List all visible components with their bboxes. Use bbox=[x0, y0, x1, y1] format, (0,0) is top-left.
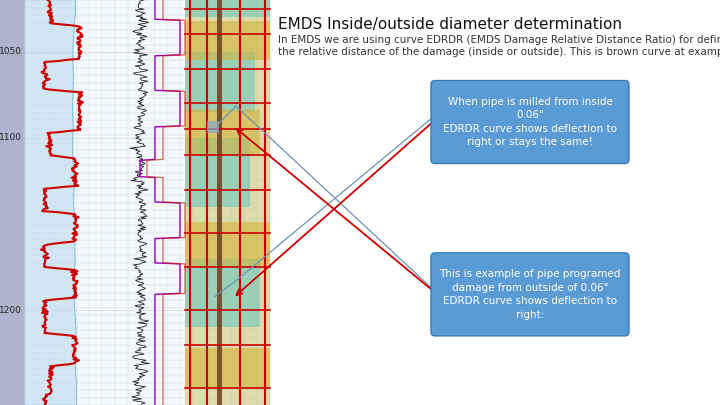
Bar bbox=[185, 348, 270, 388]
Text: When pipe is milled from inside
0.06"
EDRDR curve shows deflection to
right or s: When pipe is milled from inside 0.06" ED… bbox=[443, 97, 617, 147]
Bar bbox=[185, 138, 250, 207]
Bar bbox=[185, 222, 270, 267]
Bar bbox=[0, 0, 25, 405]
FancyBboxPatch shape bbox=[431, 253, 629, 336]
Bar bbox=[185, 0, 270, 17]
Bar bbox=[185, 0, 270, 405]
Text: In EMDS we are using curve EDRDR (EMDS Damage Relative Distance Ratio) for defin: In EMDS we are using curve EDRDR (EMDS D… bbox=[278, 35, 720, 45]
Bar bbox=[185, 52, 255, 112]
FancyBboxPatch shape bbox=[431, 81, 629, 164]
Bar bbox=[185, 258, 260, 328]
Text: EMDS Inside/outside diameter determination: EMDS Inside/outside diameter determinati… bbox=[278, 17, 622, 32]
Bar bbox=[185, 109, 260, 155]
Bar bbox=[25, 0, 270, 405]
Bar bbox=[217, 0, 222, 405]
Bar bbox=[207, 121, 219, 133]
Text: 1100: 1100 bbox=[0, 133, 22, 143]
Text: 1200: 1200 bbox=[0, 306, 22, 315]
Text: This is example of pipe programed
damage from outside of 0.06"
EDRDR curve shows: This is example of pipe programed damage… bbox=[439, 269, 621, 320]
Text: the relative distance of the damage (inside or outside). This is brown curve at : the relative distance of the damage (ins… bbox=[278, 47, 720, 57]
Bar bbox=[185, 21, 270, 60]
Text: 1050: 1050 bbox=[0, 47, 22, 56]
